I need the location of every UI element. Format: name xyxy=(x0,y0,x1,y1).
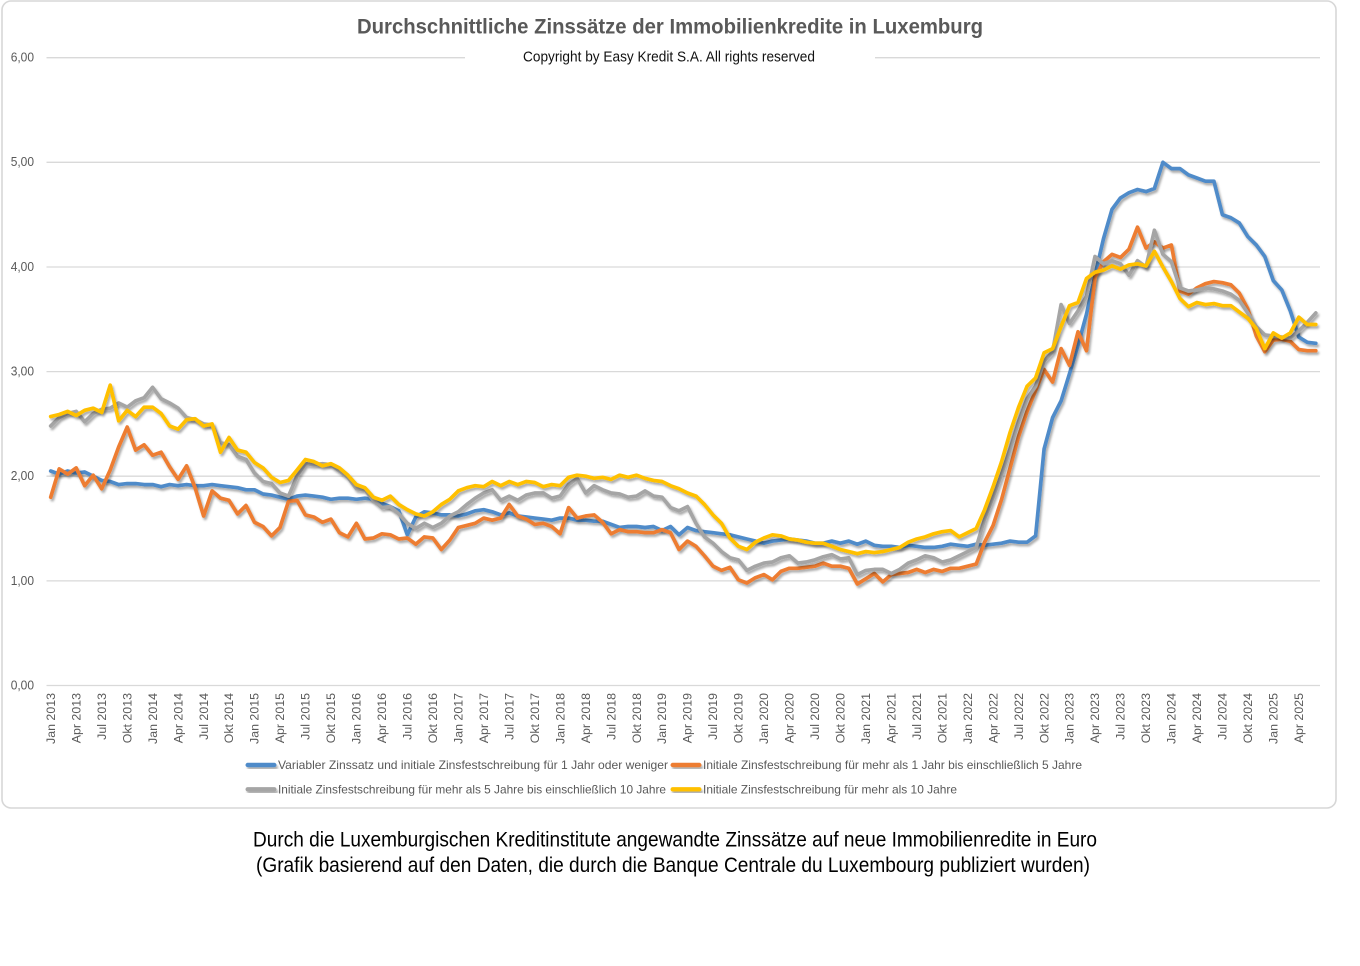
svg-text:Okt 2022: Okt 2022 xyxy=(1037,693,1051,743)
svg-text:Jul 2016: Jul 2016 xyxy=(401,693,415,740)
svg-text:(Grafik basierend auf den Date: (Grafik basierend auf den Daten, die dur… xyxy=(256,854,1090,877)
svg-text:Okt 2019: Okt 2019 xyxy=(732,693,746,743)
svg-text:Apr 2019: Apr 2019 xyxy=(681,693,695,743)
svg-text:Initiale Zinsfestschreibung fü: Initiale Zinsfestschreibung für mehr als… xyxy=(703,782,957,796)
svg-text:Durchschnittliche Zinssätze de: Durchschnittliche Zinssätze der Immobili… xyxy=(357,15,983,39)
svg-text:Okt 2014: Okt 2014 xyxy=(222,693,236,743)
svg-text:Jul 2014: Jul 2014 xyxy=(197,693,211,740)
svg-text:6,00: 6,00 xyxy=(11,50,34,65)
svg-text:Okt 2015: Okt 2015 xyxy=(324,693,338,743)
svg-text:Jan 2025: Jan 2025 xyxy=(1267,693,1281,744)
svg-text:3,00: 3,00 xyxy=(11,364,34,379)
svg-text:Apr 2022: Apr 2022 xyxy=(986,693,1000,743)
svg-text:Jan 2016: Jan 2016 xyxy=(350,693,364,744)
svg-text:Jan 2014: Jan 2014 xyxy=(146,693,160,744)
svg-text:Jan 2017: Jan 2017 xyxy=(452,693,466,744)
svg-text:Apr 2017: Apr 2017 xyxy=(477,693,491,743)
svg-text:Initiale Zinsfestschreibung fü: Initiale Zinsfestschreibung für mehr als… xyxy=(278,782,666,796)
svg-text:Okt 2021: Okt 2021 xyxy=(935,693,949,743)
svg-text:Apr 2014: Apr 2014 xyxy=(171,693,185,743)
svg-text:Jan 2021: Jan 2021 xyxy=(859,693,873,744)
svg-text:Durch die Luxemburgischen Kred: Durch die Luxemburgischen Kreditinstitut… xyxy=(253,829,1097,852)
svg-text:2,00: 2,00 xyxy=(11,468,34,483)
svg-text:Jul 2024: Jul 2024 xyxy=(1216,693,1230,740)
svg-text:Apr 2018: Apr 2018 xyxy=(579,693,593,743)
svg-text:4,00: 4,00 xyxy=(11,259,34,274)
svg-text:Jan 2023: Jan 2023 xyxy=(1063,693,1077,744)
svg-text:Okt 2017: Okt 2017 xyxy=(528,693,542,743)
svg-text:Okt 2016: Okt 2016 xyxy=(426,693,440,743)
svg-text:5,00: 5,00 xyxy=(11,154,34,169)
svg-text:Apr 2023: Apr 2023 xyxy=(1088,693,1102,743)
svg-text:Jul 2015: Jul 2015 xyxy=(299,693,313,740)
svg-text:Okt 2018: Okt 2018 xyxy=(630,693,644,743)
svg-text:Apr 2020: Apr 2020 xyxy=(783,693,797,743)
svg-text:Okt 2013: Okt 2013 xyxy=(120,693,134,743)
svg-text:0,00: 0,00 xyxy=(11,677,34,692)
svg-text:Jan 2015: Jan 2015 xyxy=(248,693,262,744)
svg-text:Jul 2019: Jul 2019 xyxy=(706,693,720,740)
svg-text:Jul 2018: Jul 2018 xyxy=(604,693,618,740)
svg-text:Apr 2013: Apr 2013 xyxy=(69,693,83,743)
svg-text:Jul 2021: Jul 2021 xyxy=(910,693,924,740)
svg-text:Jan 2019: Jan 2019 xyxy=(655,693,669,744)
svg-text:Okt 2020: Okt 2020 xyxy=(834,693,848,743)
svg-text:Jul 2022: Jul 2022 xyxy=(1012,693,1026,740)
svg-text:Copyright by Easy Kredit S.A.: Copyright by Easy Kredit S.A. All rights… xyxy=(523,50,815,66)
svg-text:Jan 2013: Jan 2013 xyxy=(44,693,58,744)
svg-text:Apr 2025: Apr 2025 xyxy=(1292,693,1306,743)
svg-text:Jan 2020: Jan 2020 xyxy=(757,693,771,744)
svg-text:Jan 2022: Jan 2022 xyxy=(961,693,975,744)
svg-text:Apr 2021: Apr 2021 xyxy=(885,693,899,743)
svg-text:Jul 2020: Jul 2020 xyxy=(808,693,822,740)
svg-text:Okt 2023: Okt 2023 xyxy=(1139,693,1153,743)
svg-text:1,00: 1,00 xyxy=(11,573,34,588)
svg-text:Apr 2015: Apr 2015 xyxy=(273,693,287,743)
svg-text:Okt 2024: Okt 2024 xyxy=(1241,693,1255,743)
svg-text:Jul 2017: Jul 2017 xyxy=(502,693,516,740)
svg-text:Apr 2024: Apr 2024 xyxy=(1190,693,1204,743)
svg-text:Jul 2013: Jul 2013 xyxy=(95,693,109,740)
svg-text:Apr 2016: Apr 2016 xyxy=(375,693,389,743)
svg-text:Jan 2024: Jan 2024 xyxy=(1165,693,1179,744)
svg-text:Initiale Zinsfestschreibung fü: Initiale Zinsfestschreibung für mehr als… xyxy=(703,758,1082,772)
svg-text:Variabler Zinssatz und initial: Variabler Zinssatz und initiale Zinsfest… xyxy=(278,758,668,772)
svg-text:Jul 2023: Jul 2023 xyxy=(1114,693,1128,740)
svg-text:Jan 2018: Jan 2018 xyxy=(553,693,567,744)
